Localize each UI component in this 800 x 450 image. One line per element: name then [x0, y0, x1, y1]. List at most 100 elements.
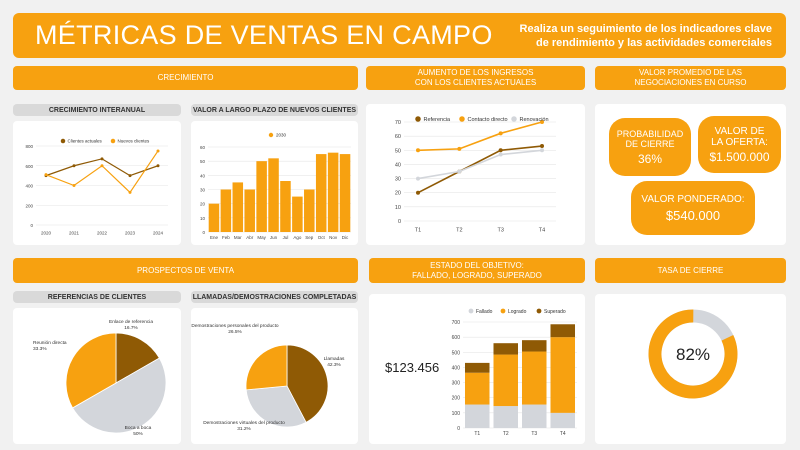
card-interanual: 0 200 400 600 800 2020 2021 2022 2023 2024 Cliente… — [13, 121, 181, 245]
y-tick-label: 100 — [452, 411, 461, 417]
bar — [315, 154, 327, 232]
y-tick-label: 60 — [200, 145, 206, 150]
kpi-ponderado-value: $540.000 — [665, 207, 721, 223]
y-tick-label: 0 — [202, 230, 205, 235]
legend-label: Renovación — [520, 117, 549, 123]
slice-label: Demostraciones personales del producto — [191, 323, 279, 329]
card-tasa: 82% — [595, 294, 786, 444]
data-point — [498, 148, 503, 153]
bar — [232, 182, 244, 232]
data-point — [540, 148, 544, 153]
card-largo-plazo: 0 10 20 30 40 50 60 Ene Feb Mar Abr May Jun Jul Ago Sep… — [191, 121, 358, 245]
section-objetivo-line2: FALLADO, LOGRADO, SUPERADO — [412, 270, 542, 280]
card-valor: PROBABILIDAD DE CIERRE 36% VALOR DE LA O… — [595, 104, 786, 245]
subheader-largo-plazo: VALOR A LARGO PLAZO DE NUEVOS CLIENTES — [191, 104, 358, 116]
legend-marker — [415, 116, 421, 122]
x-tick-label: Abr — [246, 235, 254, 240]
y-tick-label: 10 — [200, 216, 206, 221]
series-line-3 — [417, 149, 543, 180]
x-tick-label: T3 — [531, 431, 537, 437]
donut-center-value: 82% — [676, 345, 710, 364]
bar — [268, 158, 279, 232]
data-point — [540, 144, 544, 149]
stacked-bar-segment — [493, 406, 519, 428]
legend-label: Referencia — [424, 117, 452, 123]
chart-ingresos: 0 10 20 30 40 50 60 70 T1 T2 T3 T4 Referencia Contact… — [395, 116, 556, 234]
x-tick-label: 2020 — [41, 231, 52, 236]
data-point — [540, 120, 544, 124]
data-point — [416, 176, 420, 181]
y-tick-label: 70 — [395, 120, 401, 126]
x-tick-label: Dic — [342, 235, 349, 240]
section-ingresos-line2: CON LOS CLIENTES ACTUALES — [414, 78, 537, 87]
x-tick-label: Mar — [234, 235, 242, 240]
legend-label: Superado — [544, 309, 566, 315]
y-tick-label: 40 — [200, 173, 206, 178]
pie-slice — [65, 332, 117, 409]
kpi-oferta-label2: LA OFERTA: — [711, 136, 768, 148]
legend-marker — [468, 308, 474, 314]
x-tick-label: 2023 — [125, 231, 136, 236]
x-tick-label: 2021 — [69, 231, 80, 236]
x-tick-label: Feb — [222, 235, 230, 240]
stacked-bar-segment — [521, 404, 547, 428]
slice-value: 50% — [133, 431, 143, 437]
card-llamadas: Llamadas 42.3% Demostraciones virtuales de… — [191, 308, 358, 444]
y-tick-label: 700 — [452, 320, 461, 326]
slice-label: Reunión directa — [33, 340, 67, 346]
bar — [244, 189, 255, 232]
y-tick-label: 600 — [25, 164, 33, 169]
stacked-bar-segment — [550, 337, 576, 413]
subheader-interanual: CRECIMIENTO INTERANUAL — [13, 104, 181, 116]
y-tick-label: 10 — [395, 205, 401, 211]
section-tasa: TASA DE CIERRE — [595, 258, 786, 283]
legend-marker — [110, 138, 116, 144]
data-point — [457, 169, 462, 174]
stacked-bar-segment — [464, 362, 490, 373]
slice-value: 16.7% — [124, 325, 138, 331]
y-tick-label: 40 — [395, 162, 401, 168]
series-line-2 — [417, 121, 543, 152]
stacked-bar-segment — [550, 324, 576, 338]
legend-label: Fallado — [476, 309, 493, 315]
x-tick-label: T2 — [503, 431, 509, 437]
section-valor-line2: NEGOCIACIONES EN CURSO — [634, 78, 747, 87]
kpi-probabilidad-value: 36% — [637, 151, 663, 166]
y-tick-label: 800 — [25, 144, 33, 149]
y-tick-label: 500 — [452, 350, 461, 356]
x-tick-label: Nov — [329, 235, 338, 240]
x-tick-label: Sep — [305, 235, 314, 240]
page-subtitle-line2: de rendimiento y las actividades comerci… — [536, 37, 772, 50]
data-point — [156, 149, 160, 153]
x-tick-label: Oct — [318, 235, 326, 240]
stacked-bar-segment — [464, 372, 490, 405]
slice-value: 26.5% — [228, 329, 242, 335]
section-valor: VALOR PROMEDIO DE LAS NEGOCIACIONES EN C… — [595, 66, 786, 90]
data-point — [457, 146, 462, 151]
slice-value: 31.2% — [237, 426, 251, 432]
bar — [208, 203, 220, 232]
card-ingresos: 0 10 20 30 40 50 60 70 T1 T2 T3 T4 Referencia Contact… — [366, 104, 585, 245]
y-tick-label: 30 — [395, 177, 401, 183]
legend-label: 2030 — [276, 133, 287, 138]
y-tick-label: 400 — [452, 365, 461, 371]
data-point — [72, 184, 76, 187]
y-tick-label: 20 — [395, 191, 401, 197]
x-tick-label: T1 — [415, 228, 421, 234]
page-title: MÉTRICAS DE VENTAS EN CAMPO — [35, 20, 493, 50]
kpi-probabilidad: PROBABILIDAD DE CIERRE 36% — [609, 118, 691, 176]
pie-slice — [245, 344, 288, 391]
header-banner: MÉTRICAS DE VENTAS EN CAMPO Realiza un s… — [13, 13, 786, 58]
kpi-probabilidad-label1: PROBABILIDAD — [616, 128, 684, 139]
legend-label: Logrado — [508, 309, 527, 315]
slice-value: 33.3% — [33, 346, 47, 352]
pie-slice — [72, 357, 167, 434]
page-subtitle-line1: Realiza un seguimiento de los indicadore… — [519, 23, 772, 35]
x-tick-label: 2022 — [97, 231, 108, 236]
kpi-oferta-value: $1.500.000 — [709, 149, 770, 164]
x-tick-label: Ago — [293, 235, 302, 240]
kpi-ponderado-label: VALOR PONDERADO: — [641, 193, 745, 205]
subheader-llamadas: LLAMADAS/DEMOSTRACIONES COMPLETADAS — [191, 291, 358, 303]
